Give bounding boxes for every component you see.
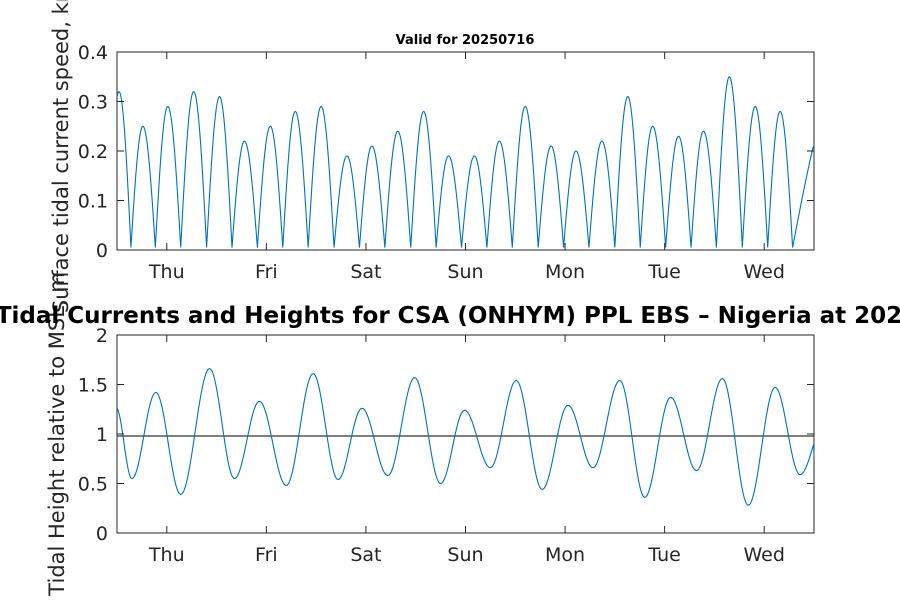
x-tick-label: Sun xyxy=(447,261,483,283)
y-tick-label: 0.3 xyxy=(78,92,108,114)
y-tick-label: 0.5 xyxy=(78,474,108,496)
x-tick-label: Sat xyxy=(350,261,381,283)
x-tick-label: Mon xyxy=(545,544,585,566)
x-tick-label: Wed xyxy=(743,544,784,566)
current-speed-title: Valid for 20250716 xyxy=(396,33,535,48)
x-tick-label: Sun xyxy=(447,544,483,566)
tidal-height-ylabel: Tidal Height relative to MSL, m xyxy=(45,272,69,596)
y-tick-label: 1 xyxy=(96,424,108,446)
y-tick-label: 1.5 xyxy=(78,375,108,397)
current-speed-panel: 0 0.1 0.2 0.3 0.4 Thu Fri Sat Sun Mon Tue Wed Vali… xyxy=(49,0,815,313)
y-tick-label: 0 xyxy=(96,240,108,262)
tidal-height-series-line xyxy=(116,368,815,506)
current-speed-axes-box xyxy=(116,51,815,251)
tidal-height-axes-box xyxy=(116,334,815,534)
x-tick-label: Fri xyxy=(255,544,278,566)
tidal-height-panel: 0 0.5 1 1.5 2 Thu Fri Sat Sun Mon Tue Wed Tidal He… xyxy=(45,272,815,597)
current-speed-series-line xyxy=(116,76,815,248)
main-title: Tidal Currents and Heights for CSA (ONHY… xyxy=(0,303,900,329)
x-tick-label: Fri xyxy=(255,261,278,283)
y-tick-label: 0.1 xyxy=(78,191,108,213)
y-tick-label: 2 xyxy=(96,325,108,347)
x-tick-label: Sat xyxy=(350,544,381,566)
y-tick-label: 0.2 xyxy=(78,141,108,163)
x-tick-label: Mon xyxy=(545,261,585,283)
x-tick-label: Tue xyxy=(647,261,680,283)
x-tick-label: Thu xyxy=(148,544,185,566)
current-speed-ylabel: Surface tidal current speed, kn xyxy=(49,0,73,313)
x-tick-label: Tue xyxy=(647,544,680,566)
x-tick-label: Thu xyxy=(148,261,185,283)
y-tick-label: 0.4 xyxy=(78,42,108,64)
y-tick-label: 0 xyxy=(96,523,108,545)
x-tick-label: Wed xyxy=(743,261,784,283)
